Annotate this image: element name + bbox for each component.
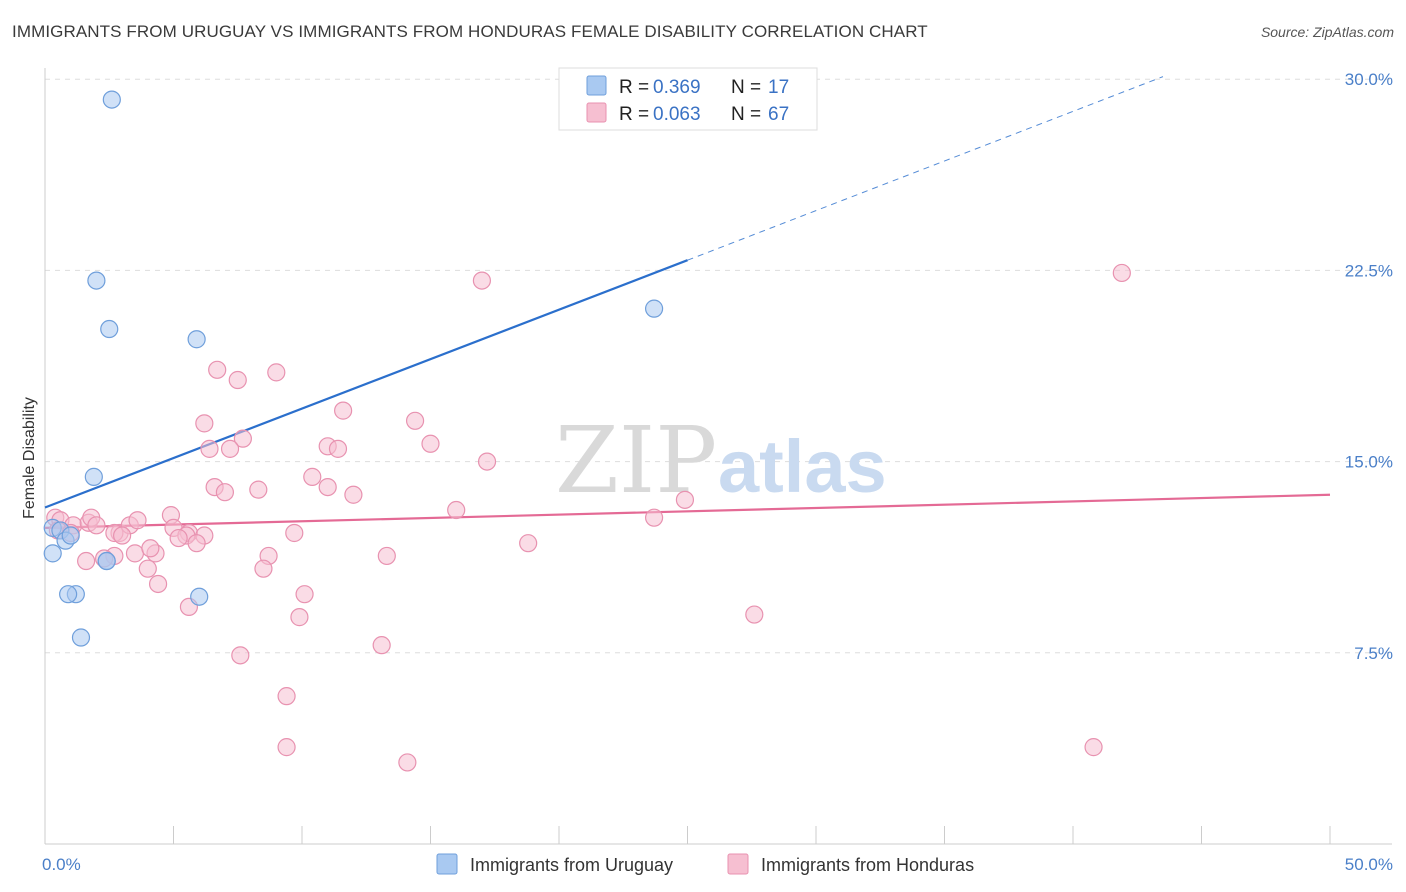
point-honduras-54 (138, 559, 157, 578)
point-honduras-51 (285, 523, 304, 543)
point-honduras-10 (200, 439, 219, 458)
y-tick-label-2: 22.5% (1345, 261, 1393, 280)
legend-r-value-honduras: 0.063 (653, 104, 701, 125)
point-honduras-29 (87, 516, 106, 535)
point-uruguay-1 (87, 271, 106, 290)
point-honduras-52 (377, 546, 396, 566)
y-tick-label-1: 15.0% (1345, 453, 1393, 472)
trend-extension-uruguay (687, 76, 1164, 261)
legend-n-value-honduras: 67 (768, 104, 789, 125)
point-honduras-20 (344, 485, 363, 504)
point-honduras-5 (334, 401, 353, 420)
point-honduras-47 (141, 539, 160, 558)
point-honduras-19 (318, 477, 337, 497)
series-legend-swatch-uruguay (436, 853, 458, 875)
point-honduras-7 (195, 414, 214, 433)
series-legend-label-honduras: Immigrants from Honduras (761, 855, 974, 875)
point-honduras-59 (290, 608, 309, 627)
point-honduras-6 (405, 411, 425, 430)
point-honduras-65 (398, 753, 417, 772)
series-legend: Immigrants from Uruguay Immigrants from … (436, 853, 974, 875)
point-uruguay-13 (59, 585, 78, 604)
data-points (43, 90, 1131, 772)
point-honduras-57 (295, 585, 314, 604)
series-legend-swatch-honduras (727, 853, 749, 875)
point-honduras-60 (372, 636, 391, 655)
point-honduras-43 (187, 534, 206, 553)
y-tick-labels: 7.5% 15.0% 22.5% 30.0% (1345, 70, 1393, 663)
point-uruguay-2 (100, 319, 119, 339)
legend-n-label-uruguay: N = (731, 77, 761, 98)
legend-r-label-uruguay: R = (619, 77, 649, 98)
point-honduras-4 (267, 363, 286, 382)
point-honduras-32 (128, 511, 147, 530)
axes (44, 68, 1392, 845)
point-honduras-2 (208, 360, 227, 379)
x-tick-label-1: 50.0% (1345, 855, 1393, 874)
point-uruguay-3 (187, 330, 206, 349)
point-uruguay-16 (61, 526, 80, 545)
chart-title: IMMIGRANTS FROM URUGUAY VS IMMIGRANTS FR… (12, 22, 928, 41)
y-tick-label-3: 30.0% (1345, 70, 1393, 89)
point-honduras-11 (220, 439, 240, 458)
watermark-atlas: atlas (718, 425, 887, 508)
point-honduras-61 (745, 605, 764, 624)
y-axis-label: Female Disability (21, 397, 38, 519)
point-uruguay-5 (84, 467, 103, 486)
point-honduras-21 (675, 490, 695, 509)
legend-n-value-uruguay: 17 (768, 77, 789, 98)
point-uruguay-11 (97, 551, 116, 571)
point-honduras-18 (249, 480, 268, 499)
point-honduras-55 (254, 559, 273, 578)
series-legend-label-uruguay: Immigrants from Uruguay (470, 855, 673, 875)
trend-line-uruguay (44, 259, 688, 509)
point-honduras-0 (472, 271, 491, 290)
point-uruguay-15 (190, 587, 209, 606)
point-honduras-63 (277, 687, 296, 706)
watermark: ZIP atlas (555, 407, 887, 514)
point-uruguay-4 (644, 299, 664, 318)
trend-line-honduras (44, 493, 1331, 529)
point-honduras-12 (328, 439, 348, 458)
point-honduras-1 (1112, 263, 1131, 283)
trend-lines (44, 76, 1331, 529)
point-honduras-17 (215, 483, 234, 502)
legend-n-label-honduras: N = (731, 104, 761, 125)
x-tick-label-0: 0.0% (42, 855, 81, 874)
point-honduras-23 (644, 508, 664, 527)
point-honduras-42 (169, 528, 188, 548)
point-honduras-56 (148, 574, 168, 594)
point-honduras-14 (303, 467, 322, 486)
point-honduras-62 (231, 646, 250, 665)
point-honduras-50 (77, 551, 96, 571)
point-uruguay-0 (102, 90, 121, 109)
point-honduras-66 (1084, 738, 1103, 757)
legend-r-label-honduras: R = (619, 104, 649, 125)
correlation-legend: R = 0.369 N = 17 R = 0.063 N = 67 (558, 67, 818, 131)
point-honduras-45 (125, 544, 145, 563)
point-honduras-13 (421, 434, 440, 453)
legend-swatch-honduras (586, 102, 607, 123)
point-uruguay-9 (43, 544, 62, 563)
point-honduras-8 (233, 429, 252, 448)
point-honduras-64 (277, 738, 296, 757)
point-honduras-15 (477, 452, 497, 471)
point-honduras-22 (447, 500, 466, 520)
source-credit: Source: ZipAtlas.com (1260, 24, 1394, 40)
point-uruguay-14 (71, 628, 91, 647)
point-honduras-40 (112, 526, 132, 545)
x-tick-labels: 0.0% 50.0% (42, 855, 1393, 874)
y-tick-label-0: 7.5% (1354, 644, 1393, 663)
legend-r-value-uruguay: 0.369 (653, 77, 701, 98)
point-honduras-53 (519, 534, 538, 553)
point-honduras-3 (228, 370, 247, 390)
grid-lines (45, 78, 1392, 654)
legend-swatch-uruguay (586, 75, 607, 96)
